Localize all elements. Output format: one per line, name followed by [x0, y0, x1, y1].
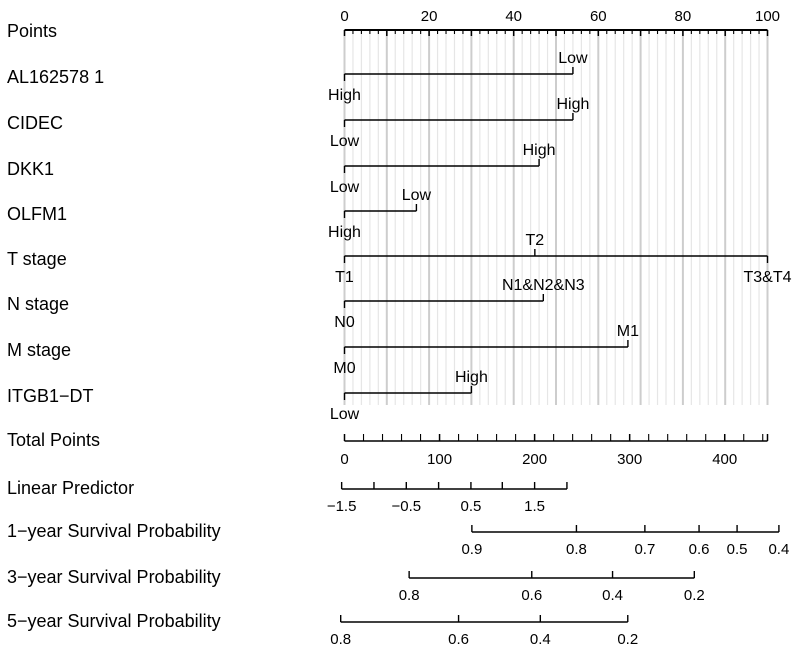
survival-axis-tick-label: 0.2: [684, 587, 705, 604]
row-label-m-stage: M stage: [7, 340, 71, 360]
survival-axis-tick-label: 0.8: [330, 631, 351, 648]
survival-axis-tick-label: 0.6: [521, 587, 542, 604]
level-label-low: Low: [330, 133, 360, 150]
survival-axis-tick-label: 0.2: [617, 631, 638, 648]
points-axis-tick-label: 60: [590, 8, 607, 25]
level-label-high: High: [556, 96, 589, 113]
row-labels: Points AL162578 1 CIDEC DKK1 OLFM1 T stage N s…: [7, 21, 221, 631]
axes: 0 20 40 60 80 100 0 100 200 300 400 −1.5 −0.5 0.5 1.5 0…: [327, 8, 790, 648]
row-label-al162578-1: AL162578 1: [7, 67, 104, 87]
points-axis-tick-label: 40: [505, 8, 522, 25]
row-label-cidec: CIDEC: [7, 113, 63, 133]
level-label-m0: M0: [333, 360, 355, 377]
survival-axis-tick-label: 0.4: [602, 587, 623, 604]
survival-axis-tick-label: 0.6: [689, 541, 710, 558]
points-axis-tick-label: 0: [340, 8, 348, 25]
survival-axis-tick-label: 0.4: [530, 631, 551, 648]
total-points-tick-label: 0: [340, 451, 348, 468]
level-label-high: High: [523, 142, 556, 159]
row-label-dkk1: DKK1: [7, 159, 54, 179]
total-points-tick-label: 100: [427, 451, 452, 468]
survival-axis-tick-label: 0.8: [399, 587, 420, 604]
points-axis-tick-label: 100: [755, 8, 780, 25]
points-axis-tick-label: 80: [675, 8, 692, 25]
row-label-olfm1: OLFM1: [7, 204, 67, 224]
level-label-low: Low: [330, 179, 360, 196]
survival-axis-tick-label: 0.8: [566, 541, 587, 558]
total-points-tick-label: 200: [522, 451, 547, 468]
level-label-high: High: [328, 87, 361, 104]
level-label-n1-n2-n3: N1&N2&N3: [502, 277, 585, 294]
linear-predictor-tick-label: 0.5: [460, 498, 481, 515]
survival-axis-tick-label: 0.9: [461, 541, 482, 558]
row-label-1-year-survival-probability: 1−year Survival Probability: [7, 521, 221, 541]
variable-bars: High Low Low High Low High High Low T1 T2 T3&T4 N0 N…: [328, 50, 792, 423]
row-label-itgb1-dt: ITGB1−DT: [7, 386, 94, 406]
survival-axis-tick-label: 0.6: [448, 631, 469, 648]
level-label-low: Low: [330, 406, 360, 423]
row-label-n-stage: N stage: [7, 294, 69, 314]
row-label-5-year-survival-probability: 5−year Survival Probability: [7, 611, 221, 631]
total-points-tick-label: 300: [617, 451, 642, 468]
survival-axis-tick-label: 0.5: [727, 541, 748, 558]
survival-axis-tick-label: 0.7: [634, 541, 655, 558]
level-label-low: Low: [558, 50, 588, 67]
grid-lines: [343, 30, 769, 405]
level-label-t2: T2: [526, 232, 545, 249]
level-label-high: High: [328, 224, 361, 241]
row-label-points: Points: [7, 21, 57, 41]
level-label-t3-t4: T3&T4: [743, 269, 791, 286]
level-label-low: Low: [402, 187, 432, 204]
linear-predictor-tick-label: 1.5: [524, 498, 545, 515]
level-label-m1: M1: [617, 323, 639, 340]
linear-predictor-tick-label: −1.5: [327, 498, 357, 515]
survival-axis-tick-label: 0.4: [768, 541, 789, 558]
total-points-tick-label: 400: [712, 451, 737, 468]
points-axis-tick-label: 20: [421, 8, 438, 25]
level-label-high: High: [455, 369, 488, 386]
row-label-linear-predictor: Linear Predictor: [7, 478, 134, 498]
row-label-3-year-survival-probability: 3−year Survival Probability: [7, 567, 221, 587]
level-label-t1: T1: [335, 269, 354, 286]
row-label-total-points: Total Points: [7, 430, 100, 450]
row-label-t-stage: T stage: [7, 249, 67, 269]
linear-predictor-tick-label: −0.5: [391, 498, 421, 515]
level-label-n0: N0: [334, 314, 355, 331]
